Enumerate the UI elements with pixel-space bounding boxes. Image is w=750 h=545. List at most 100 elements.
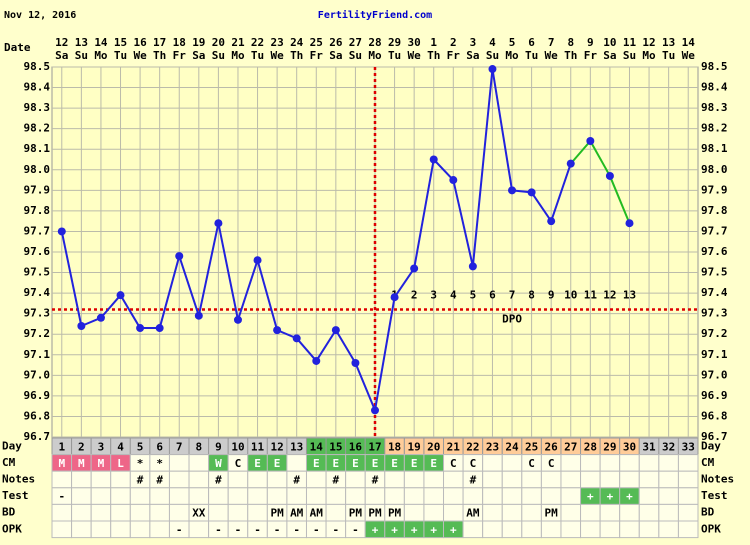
- day-number: 1: [58, 440, 65, 453]
- date-label: 15: [114, 36, 127, 49]
- date-label: 5: [509, 36, 516, 49]
- y-tick-label-right: 97.9: [701, 183, 728, 196]
- row-cell: [677, 503, 699, 522]
- chart-date: Nov 12, 2016: [4, 10, 76, 21]
- row-cell: [462, 487, 484, 505]
- row-cell: [305, 470, 327, 489]
- row-cell: [619, 470, 640, 489]
- row-entry: E: [254, 457, 261, 470]
- row-cell: [51, 503, 73, 522]
- weekday-label: Sa: [603, 49, 616, 62]
- row-cell: [403, 487, 425, 505]
- row-entry: -: [235, 523, 242, 536]
- row-entry: W: [215, 457, 222, 470]
- row-entry: #: [156, 474, 163, 487]
- row-cell: [599, 470, 621, 489]
- row-cell: [345, 470, 366, 489]
- temp-point: [508, 186, 517, 195]
- temp-point: [468, 262, 477, 271]
- day-number: 7: [176, 440, 183, 453]
- date-label: 24: [290, 36, 304, 49]
- row-cell: [90, 503, 112, 522]
- day-number: 5: [137, 440, 144, 453]
- row-entry: -: [333, 523, 340, 536]
- y-tick-label-right: 98.0: [701, 163, 728, 176]
- row-entry: C: [528, 457, 535, 470]
- day-number: 15: [329, 440, 342, 453]
- row-cell: [90, 470, 112, 489]
- row-entry: AM: [310, 507, 324, 520]
- dpo-number: 9: [548, 289, 555, 302]
- y-tick-label: 96.8: [24, 409, 51, 422]
- dpo-number: 10: [564, 289, 577, 302]
- day-number: 31: [642, 440, 656, 453]
- temp-point: [96, 313, 105, 322]
- y-tick-label: 97.5: [24, 266, 51, 279]
- row-cell: [658, 454, 679, 472]
- y-tick-label-right: 97.3: [701, 307, 728, 320]
- date-label: 23: [270, 36, 283, 49]
- row-label-right: OPK: [701, 522, 721, 535]
- day-number: 8: [196, 440, 203, 453]
- day-number: 30: [623, 440, 636, 453]
- row-cell: [482, 520, 503, 539]
- y-tick-label-right: 96.7: [701, 430, 728, 443]
- row-cell: [658, 503, 679, 522]
- row-label: Notes: [2, 473, 35, 486]
- temp-segment: [158, 255, 181, 329]
- row-entry: E: [391, 457, 398, 470]
- row-entry: -: [176, 523, 183, 536]
- temp-segment: [178, 255, 200, 317]
- temp-segment: [471, 68, 494, 267]
- row-cell: [658, 487, 679, 505]
- temp-point: [410, 264, 419, 273]
- row-cell: [501, 520, 523, 539]
- y-tick-label-right: 98.3: [701, 101, 728, 114]
- row-cell: [149, 520, 170, 539]
- row-cell: [638, 503, 660, 522]
- weekday-label: Tu: [114, 49, 127, 62]
- dpo-number: 11: [584, 289, 598, 302]
- date-label: 4: [489, 36, 496, 49]
- row-entry: -: [274, 523, 281, 536]
- row-cell: [638, 470, 660, 489]
- row-cell: [51, 470, 73, 489]
- y-tick-label: 96.7: [24, 430, 51, 443]
- row-cell: [266, 470, 288, 489]
- temp-segment: [60, 231, 83, 327]
- weekday-label: We: [408, 49, 422, 62]
- y-tick-label-right: 97.5: [701, 266, 728, 279]
- row-entry: C: [470, 457, 477, 470]
- y-tick-label-right: 97.8: [701, 204, 728, 217]
- dpo-number: 12: [603, 289, 616, 302]
- y-tick-label-right: 97.6: [701, 245, 728, 258]
- row-entry: E: [411, 457, 418, 470]
- row-cell: [560, 454, 582, 472]
- row-cell: [129, 487, 151, 505]
- row-cell: [501, 487, 523, 505]
- row-cell: [188, 487, 210, 505]
- row-cell: [286, 454, 307, 472]
- temp-segment: [550, 163, 572, 222]
- row-cell: [580, 503, 601, 522]
- row-entry: -: [293, 523, 300, 536]
- row-cell: [443, 487, 464, 505]
- temp-point: [527, 188, 536, 197]
- weekday-label: Sa: [329, 49, 342, 62]
- row-cell: [677, 520, 699, 539]
- temp-segment: [295, 337, 318, 362]
- date-label: 27: [349, 36, 362, 49]
- row-cell: [247, 503, 268, 522]
- row-entry: +: [411, 523, 418, 536]
- row-cell: [403, 503, 425, 522]
- temp-segment: [491, 68, 514, 191]
- temp-segment: [334, 329, 357, 364]
- date-label: 29: [388, 36, 401, 49]
- temp-point: [586, 137, 595, 145]
- row-entry: C: [548, 457, 555, 470]
- row-cell: [110, 470, 131, 489]
- y-tick-label: 97.2: [24, 327, 51, 340]
- day-number: 21: [447, 440, 461, 453]
- row-label-right: Test: [701, 489, 728, 502]
